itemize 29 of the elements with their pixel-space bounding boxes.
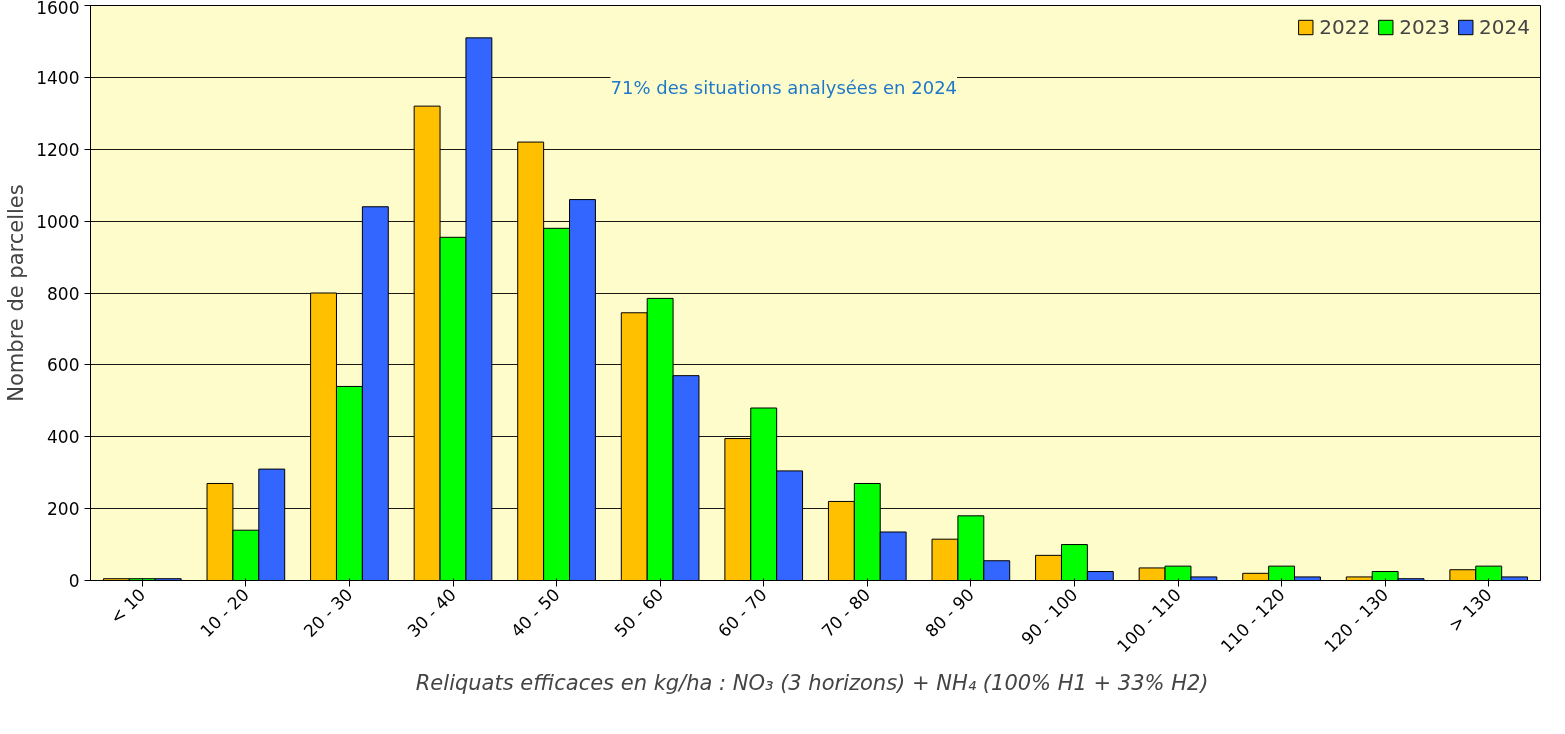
x-tick-label: 50 - 60 bbox=[610, 584, 668, 642]
y-tick-label: 600 bbox=[47, 355, 80, 376]
x-tick-label: 10 - 20 bbox=[196, 584, 253, 642]
legend-label: 2022 bbox=[1319, 15, 1371, 39]
y-axis-title: Nombre de parcelles bbox=[4, 184, 29, 402]
x-tick-label: 100 - 110 bbox=[1113, 584, 1186, 657]
y-tick-label: 1600 bbox=[36, 0, 80, 18]
x-tick-label: 90 - 100 bbox=[1017, 584, 1082, 649]
x-tick-label: < 10 bbox=[106, 584, 150, 628]
y-tick-label: 1200 bbox=[36, 139, 80, 160]
y-tick-label: 1400 bbox=[36, 67, 80, 88]
y-tick-label: 800 bbox=[47, 283, 80, 304]
y-tick-label: 200 bbox=[47, 499, 80, 520]
x-tick-label: 110 - 120 bbox=[1216, 584, 1289, 657]
x-tick-label: 30 - 40 bbox=[403, 584, 461, 642]
y-tick-label: 0 bbox=[68, 571, 80, 591]
y-tick-label: 1000 bbox=[36, 211, 80, 232]
x-tick-label: 70 - 80 bbox=[817, 584, 875, 642]
x-axis-title: Reliquats efficaces en kg/ha : NO₃ (3 horizons) + NH₄ (100% H1 + 33% H2) bbox=[415, 671, 1209, 696]
legend-label: 2024 bbox=[1479, 15, 1530, 39]
x-tick-label: 20 - 30 bbox=[299, 584, 357, 642]
annotation: 71% des situations analysées en 2024 bbox=[610, 76, 958, 98]
legend-label: 2023 bbox=[1399, 15, 1451, 39]
x-tick-label: 120 - 130 bbox=[1320, 584, 1393, 657]
x-tick-label: 40 - 50 bbox=[506, 584, 564, 642]
x-tick-label: 80 - 90 bbox=[921, 584, 978, 642]
x-tick-label: > 130 bbox=[1444, 584, 1496, 636]
y-tick-label: 400 bbox=[47, 427, 80, 448]
x-tick-label: 60 - 70 bbox=[714, 584, 771, 642]
